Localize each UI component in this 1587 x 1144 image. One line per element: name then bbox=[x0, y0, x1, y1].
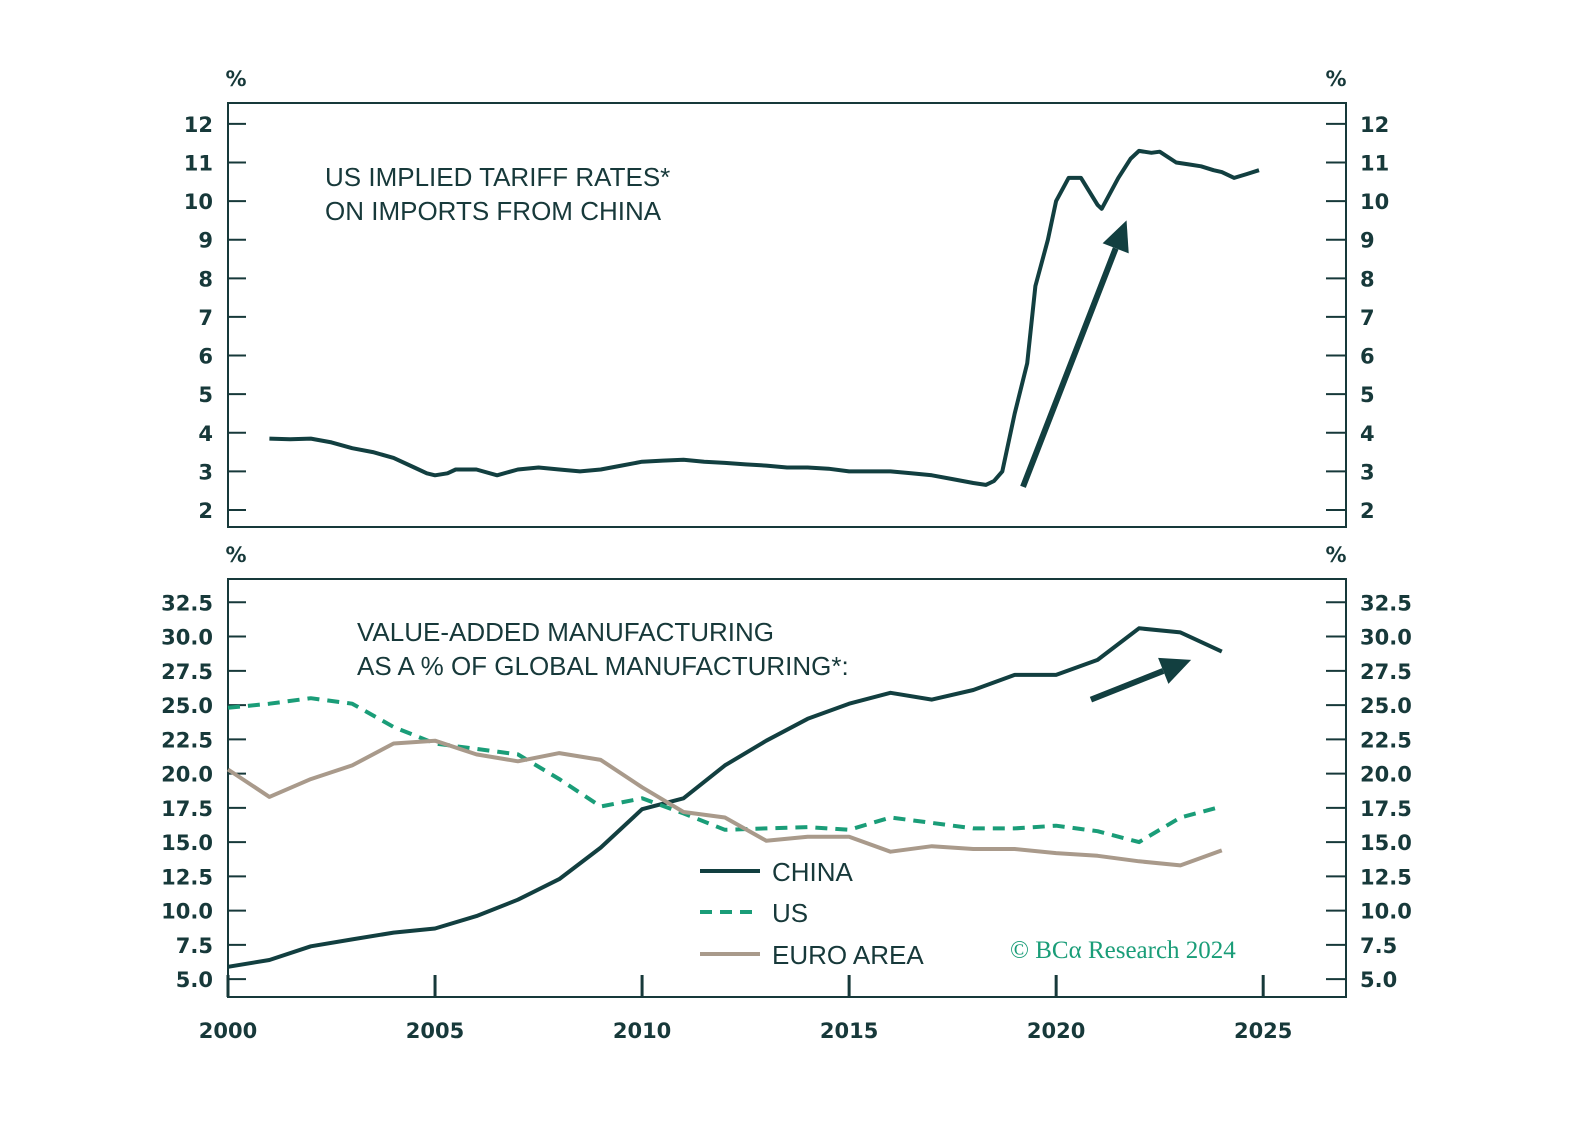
x-tick-label: 2000 bbox=[199, 1019, 257, 1043]
panel-title-line: ON IMPORTS FROM CHINA bbox=[325, 196, 662, 226]
x-tick-label: 2005 bbox=[406, 1019, 464, 1043]
y-tick-label-right: 12 bbox=[1360, 113, 1389, 137]
y-tick-label-left: 9 bbox=[198, 229, 213, 253]
y-tick-label-right: 2 bbox=[1360, 499, 1375, 523]
y-tick-label-left: 7.5 bbox=[176, 934, 213, 958]
y-tick-label-left: 15.0 bbox=[161, 831, 213, 855]
y-tick-label-left: 5 bbox=[198, 383, 213, 407]
y-tick-label-right: 17.5 bbox=[1360, 797, 1412, 821]
y-tick-label-right: 27.5 bbox=[1360, 660, 1412, 684]
y-axis-unit-right: % bbox=[1325, 67, 1346, 91]
legend-label-us: US bbox=[772, 898, 808, 928]
y-tick-label-left: 22.5 bbox=[161, 728, 213, 752]
plot-frame bbox=[227, 578, 1347, 998]
y-tick-label-left: 10.0 bbox=[161, 900, 213, 924]
y-tick-label-left: 12.5 bbox=[161, 865, 213, 889]
copyright-watermark: © BCα Research 2024 bbox=[1010, 937, 1236, 964]
y-tick-label-right: 15.0 bbox=[1360, 831, 1412, 855]
x-tick-label: 2025 bbox=[1234, 1019, 1292, 1043]
y-tick-label-right: 12.5 bbox=[1360, 865, 1412, 889]
y-tick-label-right: 11 bbox=[1360, 151, 1389, 175]
y-tick-label-left: 27.5 bbox=[161, 660, 213, 684]
y-tick-label-left: 3 bbox=[198, 460, 213, 484]
y-tick-label-right: 4 bbox=[1360, 422, 1375, 446]
y-tick-label-left: 12 bbox=[184, 113, 213, 137]
y-tick-label-left: 17.5 bbox=[161, 797, 213, 821]
plot-frame bbox=[227, 102, 1347, 528]
y-tick-label-left: 6 bbox=[198, 345, 213, 369]
x-tick-label: 2015 bbox=[820, 1019, 878, 1043]
y-axis-unit-right: % bbox=[1325, 543, 1346, 567]
legend-label-euro-area: EURO AREA bbox=[772, 940, 924, 970]
top-panel-tariff-rates: % % 2 2 3 3 4 4 5 5 6 6 7 7 8 8 9 9 10 10 11 11 12 12 US IMPLIED… bbox=[184, 67, 1389, 528]
y-tick-label-left: 5.0 bbox=[176, 968, 213, 992]
y-tick-label-right: 10.0 bbox=[1360, 900, 1412, 924]
y-tick-label-left: 11 bbox=[184, 151, 213, 175]
x-tick-label: 2020 bbox=[1027, 1019, 1085, 1043]
legend-label-china: CHINA bbox=[772, 857, 854, 887]
y-tick-label-left: 10 bbox=[184, 190, 213, 214]
y-tick-label-left: 4 bbox=[198, 422, 213, 446]
y-tick-label-right: 9 bbox=[1360, 229, 1375, 253]
y-tick-label-right: 30.0 bbox=[1360, 626, 1412, 650]
series-line-euro bbox=[226, 738, 1223, 868]
y-tick-label-left: 30.0 bbox=[161, 626, 213, 650]
y-tick-label-right: 32.5 bbox=[1360, 591, 1412, 615]
y-tick-label-left: 20.0 bbox=[161, 763, 213, 787]
panel-title-line: US IMPLIED TARIFF RATES* bbox=[325, 162, 670, 192]
trend-arrow-head-icon bbox=[1158, 657, 1192, 684]
panel-title-line: VALUE-ADDED MANUFACTURING bbox=[357, 617, 774, 647]
y-tick-label-right: 20.0 bbox=[1360, 763, 1412, 787]
y-tick-label-right: 6 bbox=[1360, 345, 1375, 369]
y-tick-label-right: 8 bbox=[1360, 267, 1375, 291]
series-line-china bbox=[227, 626, 1223, 969]
bottom-panel-manufacturing-share: % % 5.0 5.0 7.5 7.5 10.0 10.0 12.5 12.5 15.0 15.0 17… bbox=[161, 543, 1412, 1043]
y-tick-label-right: 5 bbox=[1360, 383, 1375, 407]
y-tick-label-left: 2 bbox=[198, 499, 213, 523]
panel-title-line: AS A % OF GLOBAL MANUFACTURING*: bbox=[357, 651, 849, 681]
y-tick-label-left: 32.5 bbox=[161, 591, 213, 615]
series-line-us bbox=[227, 696, 1223, 845]
trend-arrow-shaft bbox=[1020, 247, 1119, 488]
series-line-tariff bbox=[269, 148, 1260, 487]
y-tick-label-right: 25.0 bbox=[1360, 694, 1412, 718]
y-tick-label-right: 7 bbox=[1360, 306, 1375, 330]
y-tick-label-right: 5.0 bbox=[1360, 968, 1397, 992]
y-tick-label-right: 3 bbox=[1360, 460, 1375, 484]
y-tick-label-right: 10 bbox=[1360, 190, 1389, 214]
y-axis-unit-left: % bbox=[225, 543, 246, 567]
y-axis-unit-left: % bbox=[225, 67, 246, 91]
y-tick-label-right: 7.5 bbox=[1360, 934, 1397, 958]
legend: CHINA US EURO AREA bbox=[700, 857, 924, 970]
y-tick-label-left: 25.0 bbox=[161, 694, 213, 718]
trend-arrow-head-icon bbox=[1102, 220, 1129, 254]
x-tick-label: 2010 bbox=[613, 1019, 671, 1043]
y-tick-label-left: 7 bbox=[198, 306, 213, 330]
y-tick-label-right: 22.5 bbox=[1360, 728, 1412, 752]
y-tick-label-left: 8 bbox=[198, 267, 213, 291]
trend-arrow-shaft bbox=[1089, 668, 1165, 703]
